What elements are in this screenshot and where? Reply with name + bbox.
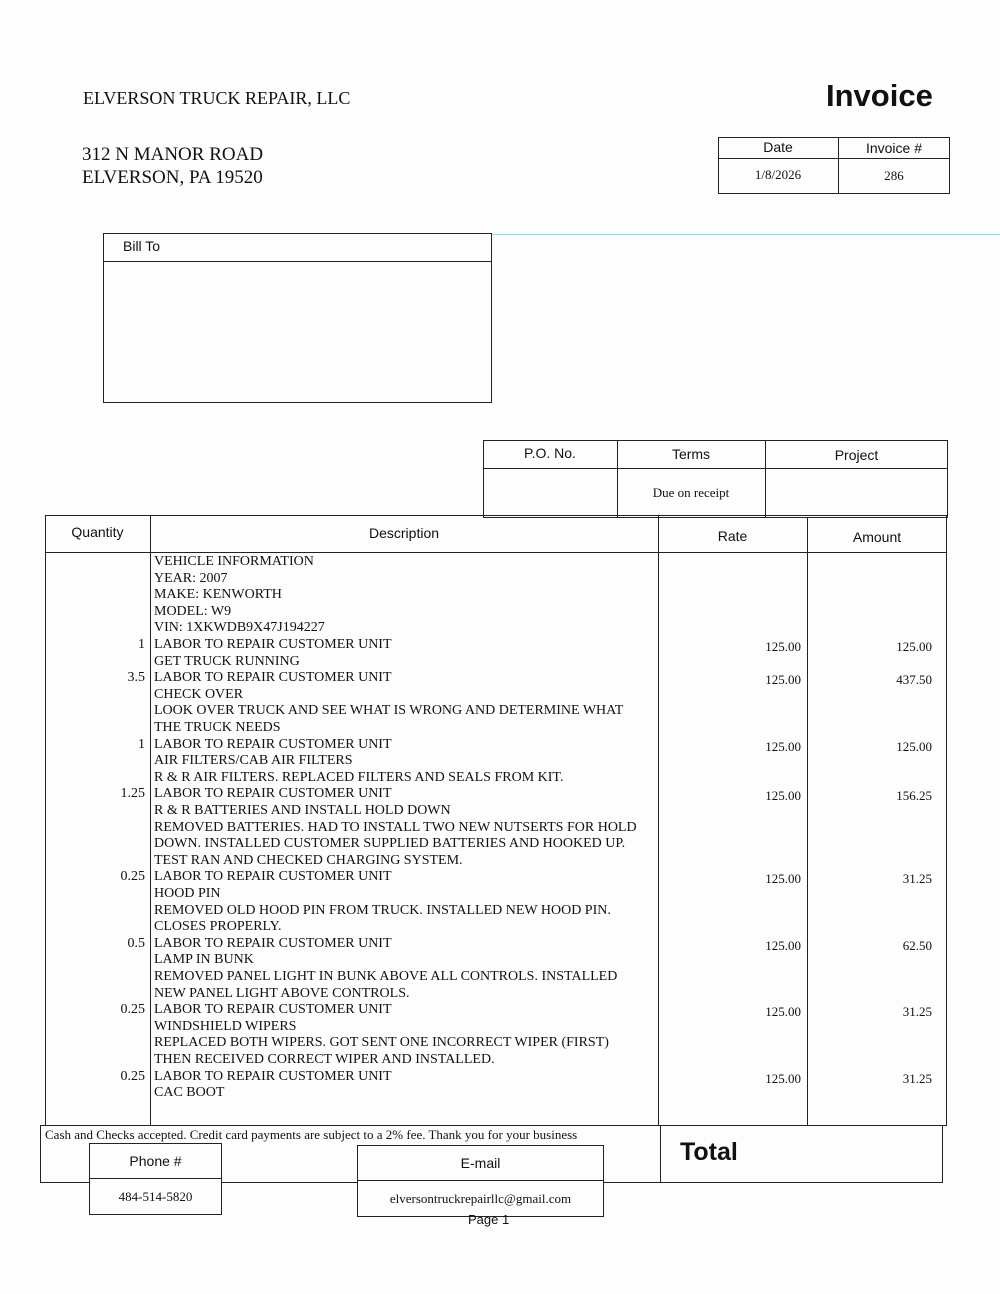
total-label: Total xyxy=(680,1138,738,1166)
invoice-number-label: Invoice # xyxy=(865,140,923,156)
item-rate: 125.00 xyxy=(765,738,801,754)
item-description-line: LABOR TO REPAIR CUSTOMER UNIT xyxy=(154,869,392,885)
item-description-line: HOOD PIN xyxy=(154,886,221,901)
item-description-line: THE TRUCK NEEDS xyxy=(154,720,281,735)
item-description-line: NEW PANEL LIGHT ABOVE CONTROLS. xyxy=(154,985,410,1001)
item-quantity: 0.25 xyxy=(120,1068,146,1084)
phone-label: Phone # xyxy=(129,1153,182,1169)
po-terms-table xyxy=(483,440,948,518)
item-amount: 31.25 xyxy=(902,1070,932,1086)
item-description-line: LOOK OVER TRUCK AND SEE WHAT IS WRONG AN… xyxy=(154,703,624,719)
item-quantity: 0.25 xyxy=(120,1002,146,1018)
item-amount: 31.25 xyxy=(902,871,932,887)
bill-to-label: Bill To xyxy=(123,238,161,254)
date-label: Date xyxy=(763,139,793,155)
item-description-line: R & R AIR FILTERS. REPLACED FILTERS AND … xyxy=(154,769,564,785)
item-description-line: CHECK OVER xyxy=(154,686,244,702)
item-description-line: LABOR TO REPAIR CUSTOMER UNIT xyxy=(154,786,392,802)
item-description-line: TEST RAN AND CHECKED CHARGING SYSTEM. xyxy=(154,852,463,868)
item-amount: 437.50 xyxy=(896,672,932,688)
item-rate: 125.00 xyxy=(765,639,801,654)
item-description-line: YEAR: 2007 xyxy=(154,570,228,586)
project-label: Project xyxy=(834,447,879,463)
invoice-date: 1/8/2026 xyxy=(754,167,802,182)
email-box xyxy=(357,1145,604,1217)
email-address: elversontruckrepairllc@gmail.com xyxy=(389,1191,572,1206)
item-description-line: REMOVED OLD HOOD PIN FROM TRUCK. INSTALL… xyxy=(154,902,611,918)
company-address-line1: 312 N MANOR ROAD xyxy=(82,144,264,165)
item-description-line: VEHICLE INFORMATION xyxy=(154,554,314,569)
item-rate: 125.00 xyxy=(765,1070,801,1086)
description-header: Description xyxy=(368,525,440,541)
item-description-line: LABOR TO REPAIR CUSTOMER UNIT xyxy=(154,935,392,951)
item-quantity: 1 xyxy=(138,637,145,652)
item-description-line: AIR FILTERS/CAB AIR FILTERS xyxy=(154,753,353,769)
amount-header: Amount xyxy=(852,529,902,545)
item-description-line: CAC BOOT xyxy=(154,1085,225,1101)
item-quantity: 1.25 xyxy=(120,786,146,802)
company-name: ELVERSON TRUCK REPAIR, LLC xyxy=(83,88,351,108)
document-title: Invoice xyxy=(826,78,933,113)
item-description-line: LABOR TO REPAIR CUSTOMER UNIT xyxy=(154,736,392,752)
invoice-meta-table xyxy=(718,137,950,194)
page-number: Page 1 xyxy=(468,1212,510,1227)
po-label: P.O. No. xyxy=(524,445,576,461)
payment-note: Cash and Checks accepted. Credit card pa… xyxy=(45,1127,578,1142)
item-description-line: CLOSES PROPERLY. xyxy=(154,919,282,935)
item-description-line: LABOR TO REPAIR CUSTOMER UNIT xyxy=(154,1068,392,1084)
phone-number: 484-514-5820 xyxy=(118,1189,193,1204)
item-quantity: 3.5 xyxy=(127,670,146,686)
item-quantity: 0.5 xyxy=(127,935,146,951)
item-description-line: GET TRUCK RUNNING xyxy=(154,653,300,669)
terms-label: Terms xyxy=(671,446,711,462)
item-description-line: REMOVED PANEL LIGHT IN BUNK ABOVE ALL CO… xyxy=(154,969,618,984)
item-description-line: LAMP IN BUNK xyxy=(154,952,254,968)
quantity-header: Quantity xyxy=(71,524,124,540)
company-address-line2: ELVERSON, PA 19520 xyxy=(82,167,263,188)
item-description-line: THEN RECEIVED CORRECT WIPER AND INSTALLE… xyxy=(154,1052,495,1067)
item-description-line: WINDSHIELD WIPERS xyxy=(154,1018,297,1034)
phone-box xyxy=(89,1143,222,1215)
terms-value: Due on receipt xyxy=(652,485,730,500)
email-label: E-mail xyxy=(460,1155,501,1171)
item-description-line: LABOR TO REPAIR CUSTOMER UNIT xyxy=(154,1002,392,1018)
item-rate: 125.00 xyxy=(765,1004,801,1020)
item-rate: 125.00 xyxy=(765,672,801,688)
item-description-line: MAKE: KENWORTH xyxy=(154,587,282,603)
item-amount: 125.00 xyxy=(896,738,932,754)
item-quantity: 0.25 xyxy=(120,869,146,885)
item-amount: 62.50 xyxy=(902,937,932,953)
rate-header: Rate xyxy=(717,528,748,544)
item-amount: 156.25 xyxy=(896,788,932,804)
item-description-line: DOWN. INSTALLED CUSTOMER SUPPLIED BATTER… xyxy=(154,836,626,852)
item-description-line: LABOR TO REPAIR CUSTOMER UNIT xyxy=(154,637,392,652)
item-description-line: LABOR TO REPAIR CUSTOMER UNIT xyxy=(154,670,392,686)
item-description-line: REMOVED BATTERIES. HAD TO INSTALL TWO NE… xyxy=(154,819,637,835)
item-quantity: 1 xyxy=(138,736,145,752)
item-amount: 31.25 xyxy=(902,1004,932,1020)
invoice-number: 286 xyxy=(884,168,904,183)
bill-to-box xyxy=(103,233,492,403)
item-amount: 125.00 xyxy=(896,639,932,654)
item-description-line: MODEL: W9 xyxy=(154,603,232,619)
item-rate: 125.00 xyxy=(765,871,801,887)
item-description-line: R & R BATTERIES AND INSTALL HOLD DOWN xyxy=(154,803,451,818)
item-rate: 125.00 xyxy=(765,788,801,804)
item-description-line: REPLACED BOTH WIPERS. GOT SENT ONE INCOR… xyxy=(154,1035,609,1051)
item-description-line: VIN: 1XKWDB9X47J194227 xyxy=(154,620,325,636)
item-rate: 125.00 xyxy=(765,937,801,953)
